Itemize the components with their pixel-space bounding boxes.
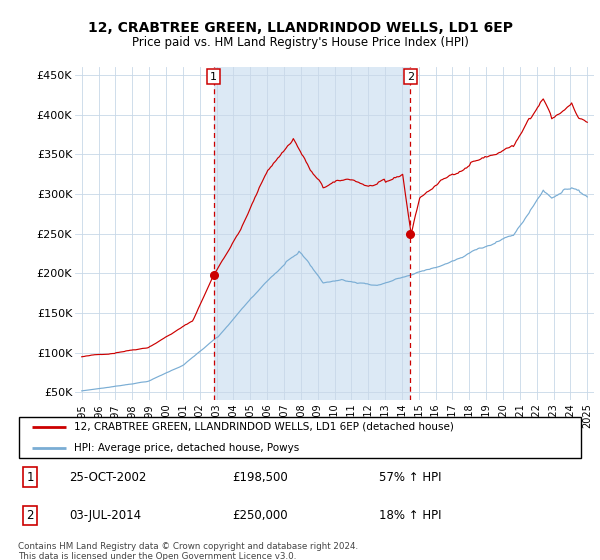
- Text: 2: 2: [26, 509, 34, 522]
- Text: Price paid vs. HM Land Registry's House Price Index (HPI): Price paid vs. HM Land Registry's House …: [131, 36, 469, 49]
- Text: Contains HM Land Registry data © Crown copyright and database right 2024.
This d: Contains HM Land Registry data © Crown c…: [18, 542, 358, 560]
- Text: HPI: Average price, detached house, Powys: HPI: Average price, detached house, Powy…: [74, 443, 299, 453]
- Text: 12, CRABTREE GREEN, LLANDRINDOD WELLS, LD1 6EP: 12, CRABTREE GREEN, LLANDRINDOD WELLS, L…: [88, 21, 512, 35]
- FancyBboxPatch shape: [19, 417, 581, 458]
- Text: £198,500: £198,500: [232, 470, 288, 484]
- Text: 18% ↑ HPI: 18% ↑ HPI: [379, 509, 442, 522]
- Text: 1: 1: [210, 72, 217, 82]
- Text: 25-OCT-2002: 25-OCT-2002: [69, 470, 146, 484]
- Text: 12, CRABTREE GREEN, LLANDRINDOD WELLS, LD1 6EP (detached house): 12, CRABTREE GREEN, LLANDRINDOD WELLS, L…: [74, 422, 454, 432]
- Text: 03-JUL-2014: 03-JUL-2014: [69, 509, 141, 522]
- Text: £250,000: £250,000: [232, 509, 288, 522]
- Text: 57% ↑ HPI: 57% ↑ HPI: [379, 470, 442, 484]
- Text: 2: 2: [407, 72, 414, 82]
- Text: 1: 1: [26, 470, 34, 484]
- Bar: [214, 67, 410, 400]
